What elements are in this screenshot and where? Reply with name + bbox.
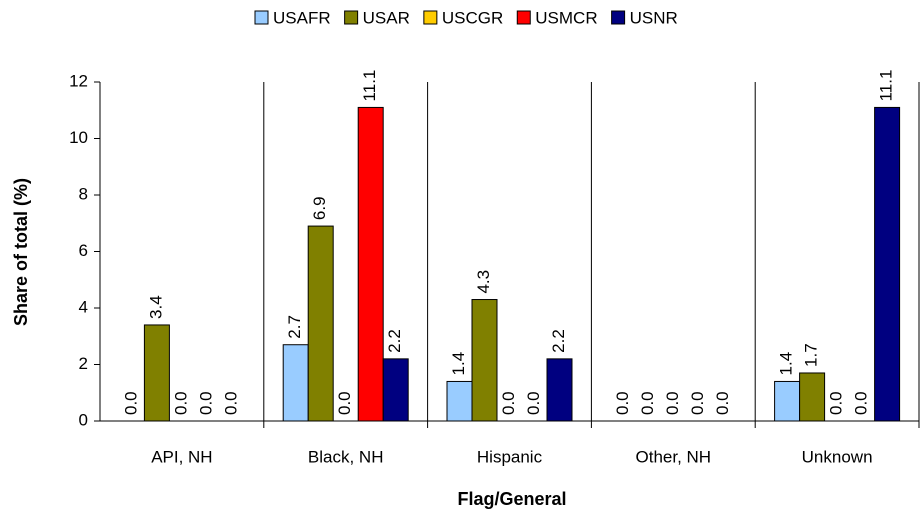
bar [774, 380, 801, 422]
value-label: 1.4 [449, 352, 468, 376]
bar [799, 372, 826, 422]
bar [446, 380, 473, 422]
legend-swatch [516, 10, 531, 25]
value-label: 3.4 [146, 295, 165, 319]
value-label: 0.0 [663, 391, 682, 415]
value-label: 0.0 [499, 391, 518, 415]
value-label: 0.0 [713, 391, 732, 415]
x-axis-title: Flag/General [457, 489, 566, 509]
bar [357, 106, 384, 422]
value-label: 0.0 [196, 391, 215, 415]
y-axis-title: Share of total (%) [11, 178, 31, 326]
legend-label: USMCR [535, 8, 597, 27]
legend-swatch [611, 10, 626, 25]
bar [471, 299, 498, 422]
legend-label: USCGR [442, 8, 503, 27]
value-label: 0.0 [121, 391, 140, 415]
legend-label: USAFR [273, 8, 331, 27]
value-label: 11.1 [877, 70, 896, 102]
value-label: 0.0 [688, 391, 707, 415]
value-label: 1.4 [777, 352, 796, 376]
x-tick-label: API, NH [151, 447, 212, 466]
value-label: 0.0 [524, 391, 543, 415]
x-tick-label: Hispanic [477, 447, 543, 466]
y-tick-label: 0 [79, 410, 88, 429]
bar [874, 106, 901, 422]
bar [307, 225, 334, 422]
value-label: 0.0 [171, 391, 190, 415]
x-tick-label: Other, NH [636, 447, 712, 466]
value-label: 0.0 [638, 391, 657, 415]
bar [143, 324, 170, 422]
y-tick-label: 2 [79, 354, 88, 373]
legend-label: USNR [630, 8, 678, 27]
legend-swatch [344, 10, 359, 25]
value-label: 1.7 [802, 343, 821, 367]
y-tick-label: 8 [79, 184, 88, 203]
y-tick-label: 4 [79, 297, 88, 316]
value-label: 0.0 [613, 391, 632, 415]
bar [382, 358, 409, 422]
legend-swatch [254, 10, 269, 25]
bar [546, 358, 573, 422]
value-label: 2.2 [549, 329, 568, 353]
value-label: 0.0 [827, 391, 846, 415]
x-tick-label: Black, NH [308, 447, 384, 466]
value-label: 0.0 [852, 391, 871, 415]
y-tick-label: 6 [79, 241, 88, 260]
value-label: 2.7 [285, 315, 304, 339]
value-label: 0.0 [335, 391, 354, 415]
x-tick-label: Unknown [802, 447, 873, 466]
legend-label: USAR [363, 8, 410, 27]
value-label: 4.3 [474, 270, 493, 294]
y-tick-label: 10 [69, 128, 88, 147]
value-label: 0.0 [221, 391, 240, 415]
y-tick-label: 12 [69, 71, 88, 90]
value-label: 11.1 [360, 70, 379, 102]
bar [282, 344, 309, 422]
value-label: 2.2 [385, 329, 404, 353]
legend-swatch [423, 10, 438, 25]
value-label: 6.9 [310, 196, 329, 220]
